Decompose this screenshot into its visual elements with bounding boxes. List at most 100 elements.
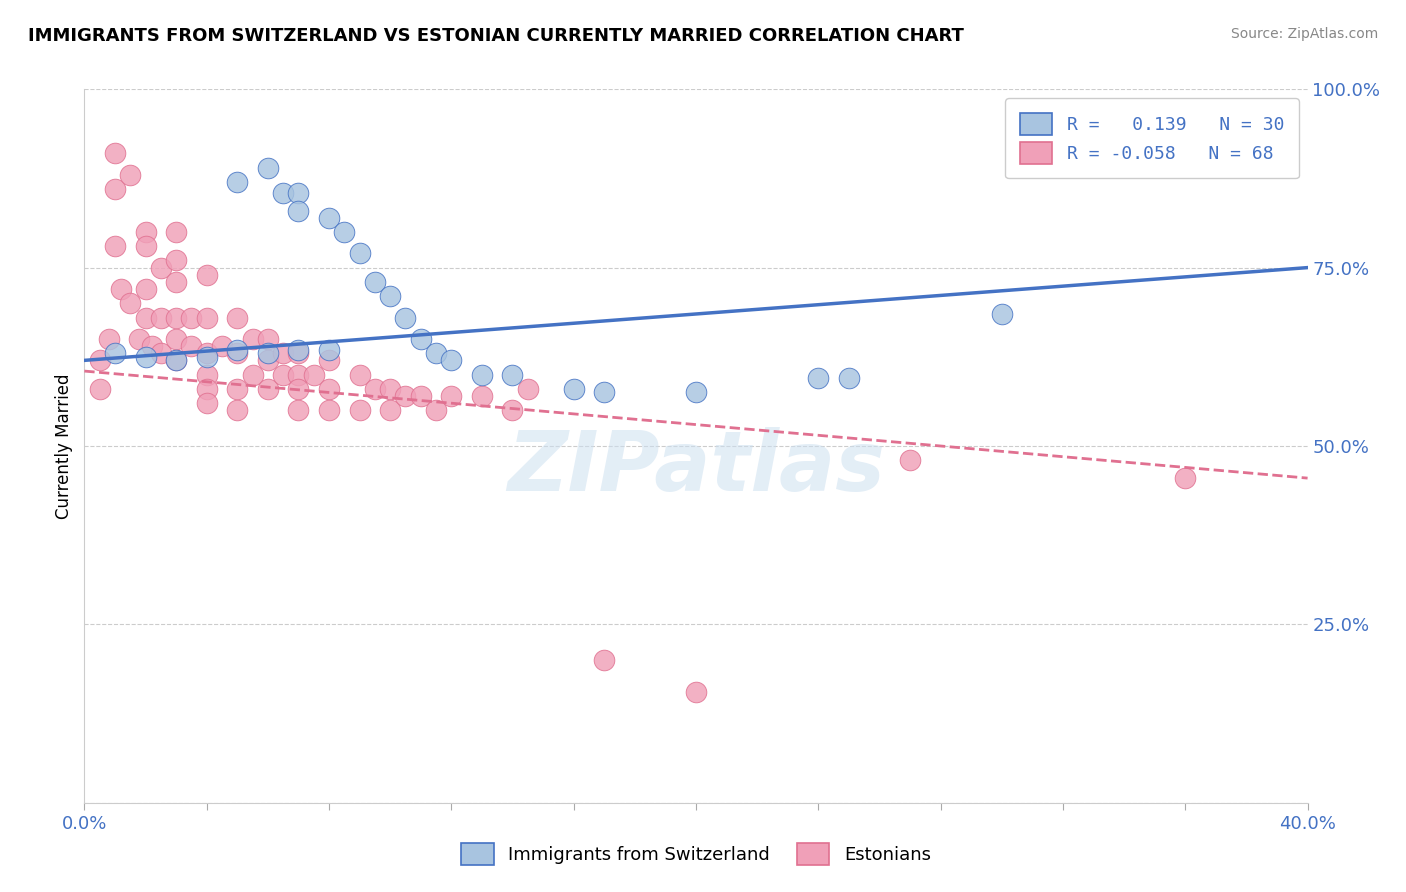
- Point: [380, 382, 402, 396]
- Point: [97, 332, 120, 346]
- Point: [562, 382, 585, 396]
- Point: [318, 211, 340, 225]
- Point: [104, 146, 127, 161]
- Point: [271, 346, 294, 360]
- Point: [165, 275, 187, 289]
- Point: [180, 310, 202, 325]
- Point: [318, 403, 340, 417]
- Point: [287, 403, 309, 417]
- Point: [425, 403, 447, 417]
- Point: [685, 385, 707, 400]
- Point: [165, 332, 187, 346]
- Point: [104, 346, 127, 360]
- Point: [120, 168, 142, 182]
- Point: [149, 260, 172, 275]
- Point: [502, 403, 524, 417]
- Point: [380, 289, 402, 303]
- Point: [149, 310, 172, 325]
- Point: [349, 368, 371, 382]
- Point: [257, 346, 280, 360]
- Point: [1174, 471, 1197, 485]
- Point: [898, 453, 921, 467]
- Point: [195, 346, 218, 360]
- Point: [440, 389, 463, 403]
- Point: [165, 253, 187, 268]
- Point: [333, 225, 356, 239]
- Point: [425, 346, 447, 360]
- Point: [195, 382, 218, 396]
- Point: [165, 353, 187, 368]
- Point: [135, 350, 157, 364]
- Point: [226, 403, 249, 417]
- Point: [89, 353, 111, 368]
- Point: [226, 343, 249, 357]
- Point: [226, 175, 249, 189]
- Point: [257, 353, 280, 368]
- Point: [242, 368, 264, 382]
- Point: [135, 310, 157, 325]
- Point: [89, 382, 111, 396]
- Point: [195, 396, 218, 410]
- Point: [471, 389, 494, 403]
- Point: [226, 382, 249, 396]
- Point: [380, 403, 402, 417]
- Point: [685, 685, 707, 699]
- Point: [318, 382, 340, 396]
- Point: [593, 385, 616, 400]
- Point: [165, 353, 187, 368]
- Point: [991, 307, 1014, 321]
- Point: [394, 389, 416, 403]
- Legend: Immigrants from Switzerland, Estonians: Immigrants from Switzerland, Estonians: [454, 836, 938, 872]
- Text: Source: ZipAtlas.com: Source: ZipAtlas.com: [1230, 27, 1378, 41]
- Point: [242, 332, 264, 346]
- Point: [257, 382, 280, 396]
- Point: [409, 389, 432, 403]
- Point: [226, 346, 249, 360]
- Point: [287, 343, 309, 357]
- Point: [287, 186, 309, 200]
- Point: [271, 186, 294, 200]
- Text: IMMIGRANTS FROM SWITZERLAND VS ESTONIAN CURRENTLY MARRIED CORRELATION CHART: IMMIGRANTS FROM SWITZERLAND VS ESTONIAN …: [28, 27, 965, 45]
- Point: [838, 371, 860, 385]
- Point: [516, 382, 538, 396]
- Point: [257, 332, 280, 346]
- Point: [195, 268, 218, 282]
- Point: [409, 332, 432, 346]
- Point: [165, 310, 187, 325]
- Point: [135, 225, 157, 239]
- Point: [104, 182, 127, 196]
- Point: [165, 225, 187, 239]
- Point: [502, 368, 524, 382]
- Point: [287, 382, 309, 396]
- Point: [318, 343, 340, 357]
- Point: [120, 296, 142, 310]
- Point: [593, 653, 616, 667]
- Point: [195, 350, 218, 364]
- Point: [104, 239, 127, 253]
- Point: [287, 346, 309, 360]
- Point: [318, 353, 340, 368]
- Point: [141, 339, 163, 353]
- Point: [195, 310, 218, 325]
- Text: ZIPatlas: ZIPatlas: [508, 427, 884, 508]
- Point: [149, 346, 172, 360]
- Point: [440, 353, 463, 368]
- Point: [211, 339, 233, 353]
- Point: [226, 310, 249, 325]
- Point: [180, 339, 202, 353]
- Point: [364, 382, 387, 396]
- Point: [287, 203, 309, 218]
- Point: [195, 368, 218, 382]
- Point: [287, 368, 309, 382]
- Point: [349, 403, 371, 417]
- Point: [807, 371, 830, 385]
- Y-axis label: Currently Married: Currently Married: [55, 373, 73, 519]
- Point: [349, 246, 371, 260]
- Point: [128, 332, 150, 346]
- Point: [135, 282, 157, 296]
- Point: [135, 239, 157, 253]
- Point: [110, 282, 132, 296]
- Point: [471, 368, 494, 382]
- Point: [394, 310, 416, 325]
- Point: [302, 368, 325, 382]
